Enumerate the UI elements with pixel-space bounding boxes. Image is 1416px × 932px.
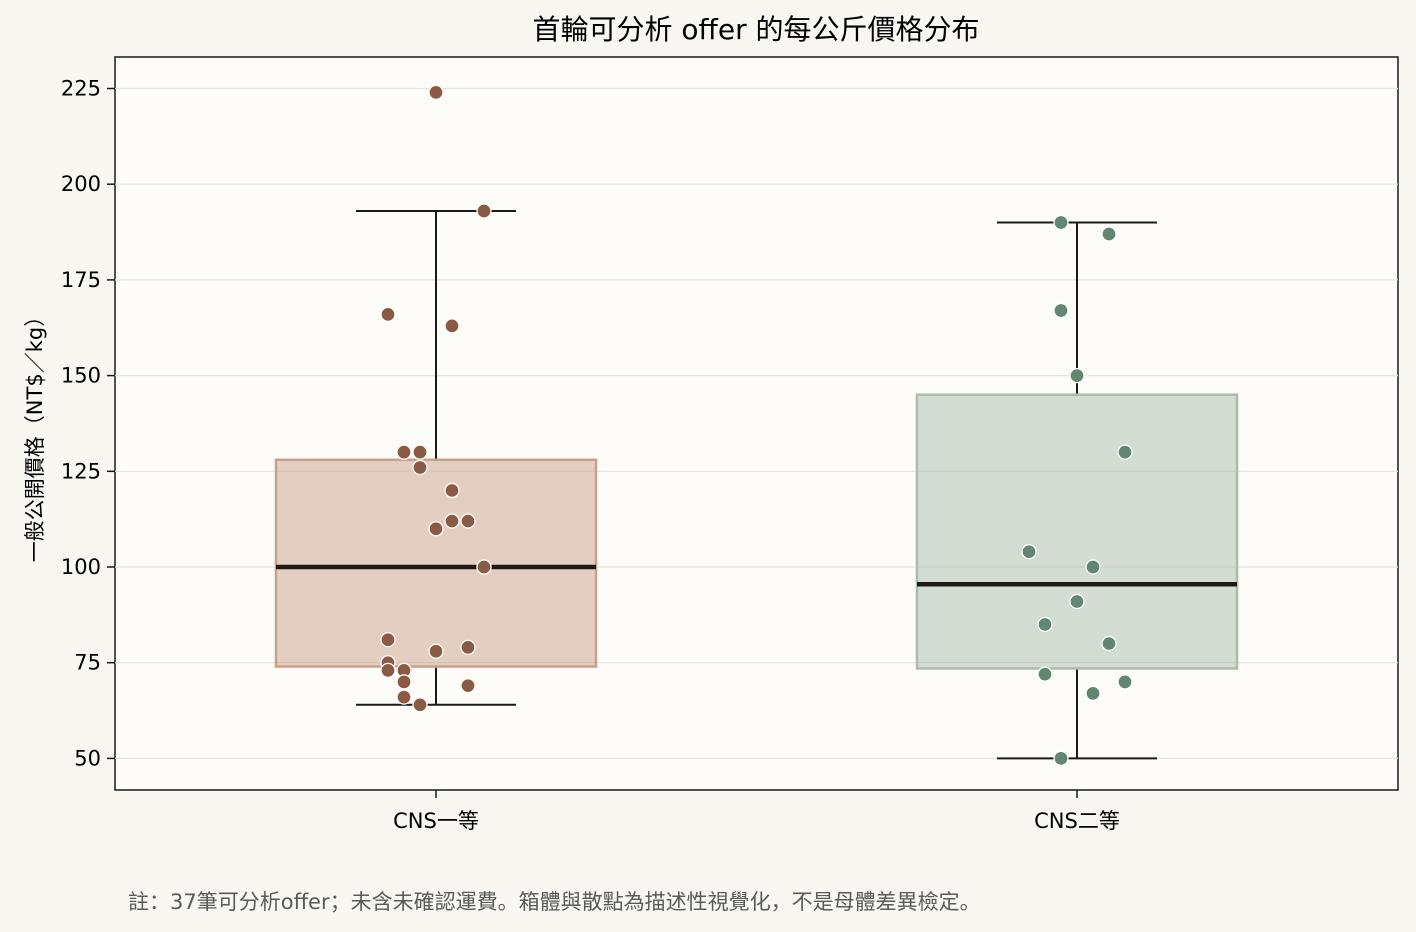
data-point [412, 459, 428, 476]
boxes-layer [274, 209, 1239, 760]
data-point [460, 678, 476, 694]
data-point [1053, 302, 1069, 319]
y-tick-label: 200 [61, 172, 101, 196]
data-point [1069, 367, 1085, 384]
points-layer [380, 84, 1133, 767]
data-point [1117, 444, 1133, 460]
box-2 [915, 221, 1239, 760]
y-tick-label: 125 [61, 459, 101, 483]
y-tick-label: 150 [61, 364, 101, 388]
y-tick-label: 75 [74, 651, 101, 675]
iqr-box [915, 393, 1239, 670]
data-point [1053, 750, 1069, 767]
data-point [396, 674, 412, 690]
data-point [1069, 593, 1085, 610]
data-point [1101, 226, 1117, 242]
data-point [380, 662, 396, 679]
y-tick-label: 50 [74, 746, 101, 770]
y-tick-label: 175 [61, 268, 101, 292]
data-point [380, 632, 396, 648]
data-point [460, 513, 476, 529]
data-point [1053, 214, 1069, 231]
data-point [396, 444, 412, 460]
data-point [460, 639, 476, 656]
y-axis-label: 一般公開價格（NT$／kg） [23, 306, 47, 562]
x-tick-label: CNS二等 [1034, 809, 1120, 833]
y-tick-label: 100 [61, 555, 101, 579]
data-point [412, 697, 428, 713]
data-point [428, 521, 444, 537]
data-point [412, 444, 428, 460]
footnote: 註：37筆可分析offer；未含未確認運費。箱體與散點為描述性視覺化，不是母體差… [128, 890, 981, 914]
data-point [444, 482, 460, 499]
iqr-box [274, 458, 598, 668]
data-point [396, 689, 412, 705]
data-point [380, 306, 396, 323]
data-point [1037, 666, 1053, 682]
y-tick-label: 225 [61, 77, 101, 101]
data-point [444, 318, 460, 334]
data-point [1021, 544, 1037, 560]
data-point [476, 559, 492, 575]
data-point [1101, 635, 1117, 652]
data-point [444, 513, 460, 529]
data-point [1037, 616, 1053, 633]
data-point [476, 203, 492, 219]
data-point [1117, 674, 1133, 690]
x-tick-label: CNS一等 [393, 809, 479, 833]
chart-title: 首輪可分析 offer 的每公斤價格分布 [533, 13, 980, 46]
data-point [1085, 685, 1101, 701]
data-point [428, 643, 444, 659]
data-point [1085, 559, 1101, 575]
data-point [428, 84, 444, 100]
axes-layer: 50 75 100 125 150 175 200 225 CNS一等 CNS二等 [61, 77, 1120, 834]
box-1 [274, 209, 598, 706]
